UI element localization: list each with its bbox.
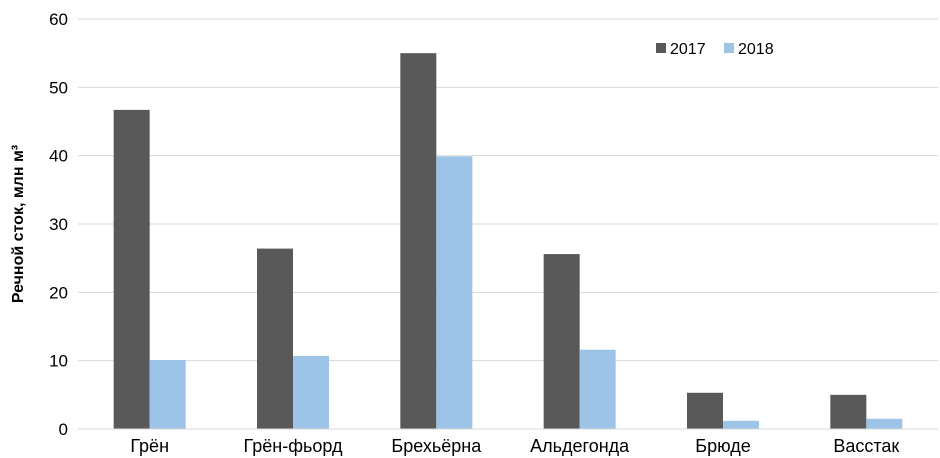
bar-2017-4 — [543, 254, 580, 429]
bar-2017-3 — [400, 53, 437, 430]
y-tick-label: 20 — [49, 283, 68, 302]
x-axis-ticks: Грён Грён-фьорд Брехьёрна Альдегонда Брюде Ва… — [130, 436, 899, 456]
y-tick-label: 60 — [49, 10, 68, 29]
x-tick-label: Грён — [130, 436, 169, 456]
bar-2018-6 — [866, 418, 903, 429]
x-tick-label: Васстак — [833, 436, 899, 456]
x-tick-label: Грён-фьорд — [244, 436, 343, 456]
y-tick-label: 10 — [49, 352, 68, 371]
legend-label: 2018 — [738, 41, 774, 58]
legend-label: 2017 — [670, 41, 706, 58]
x-tick-label: Альдегонда — [530, 436, 630, 456]
x-tick-label: Брюде — [695, 436, 750, 456]
y-axis-label: Речной сток, млн м³ — [10, 145, 27, 303]
y-tick-label: 30 — [49, 215, 68, 234]
bar-2018-4 — [579, 349, 616, 429]
legend: 2017 2018 — [656, 41, 774, 58]
bar-2017-6 — [830, 394, 867, 429]
y-tick-label: 40 — [49, 147, 68, 166]
bar-2018-3 — [436, 156, 473, 429]
bar-2018-2 — [293, 355, 329, 429]
bar-2018-5 — [723, 420, 759, 429]
bar-2017-1 — [113, 109, 150, 429]
legend-swatch — [724, 43, 734, 53]
y-tick-label: 0 — [59, 420, 68, 439]
gridlines — [78, 18, 938, 362]
y-axis-ticks: 0 10 20 30 40 50 60 — [49, 10, 68, 439]
x-tick-label: Брехьёрна — [391, 436, 482, 456]
bar-2018-1 — [149, 359, 186, 429]
legend-swatch — [656, 43, 666, 53]
y-tick-label: 50 — [49, 78, 68, 97]
bar-2017-2 — [257, 248, 293, 429]
bars — [113, 53, 903, 430]
bar-2017-5 — [687, 392, 723, 429]
